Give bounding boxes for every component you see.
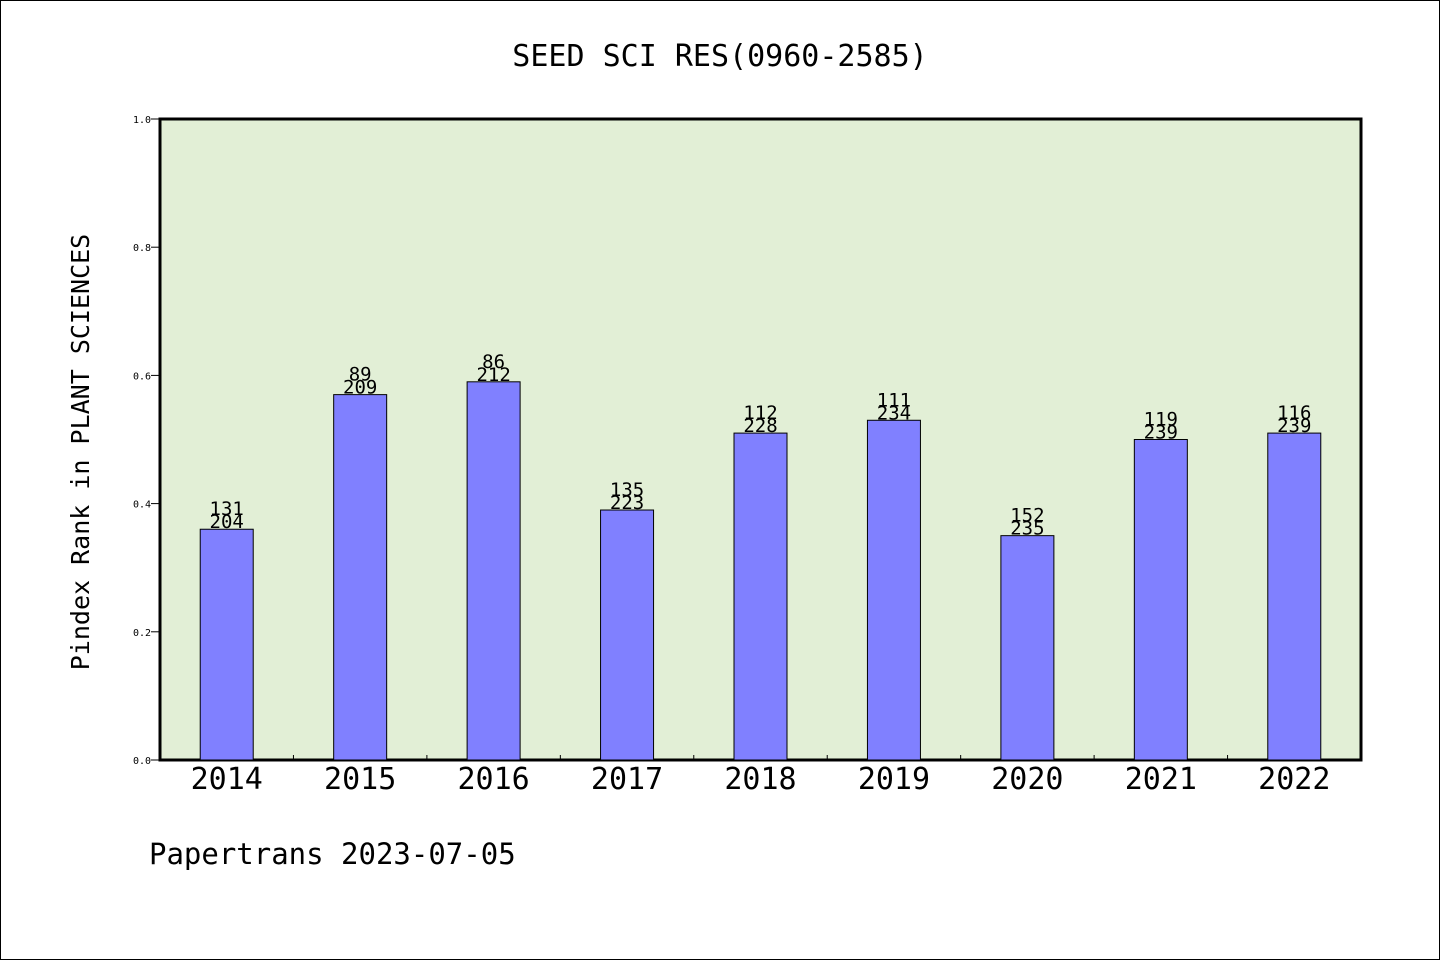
x-axis-ticks [292,755,1229,760]
bar-label-top: 116 [1277,402,1311,424]
x-tick-label: 2018 [724,762,796,797]
y-tick-label: 1.0 [133,115,151,126]
bar-label-top: 152 [1010,505,1044,527]
bar-label-bottom: 209 [343,377,377,399]
y-tick-label: 0.4 [133,500,151,511]
bar-2016 [466,381,521,761]
bar-label-bottom: 212 [476,364,510,386]
footer-credit: Papertrans 2023-07-05 [149,837,516,871]
chart-title: SEED SCI RES(0960-2585) [512,39,927,74]
bar-label-bottom: 235 [1010,518,1044,540]
y-tick-label: 0.6 [133,371,151,382]
x-tick-label: 2015 [324,762,396,797]
bar-2019 [866,419,921,761]
bar-2015 [333,394,388,761]
y-tick-label: 0.2 [133,628,151,639]
bar-label-bottom: 234 [877,402,911,424]
y-tick-label: 0.8 [133,243,151,254]
y-tick-label: 0.0 [133,756,151,767]
bar-label-top: 89 [349,364,372,386]
bar-2018 [733,432,788,761]
bar-2020 [1000,535,1055,761]
x-tick-label: 2019 [858,762,930,797]
bar-label-bottom: 239 [1277,415,1311,437]
bar-label-top: 131 [210,498,244,520]
bar-2021 [1133,439,1188,761]
x-axis-labels: 2014 2015 2016 2017 2018 2019 2020 2021 2022 [191,762,1331,797]
bar-2022 [1267,432,1322,761]
bar-label-top: 112 [743,402,777,424]
bar-label-top: 135 [610,479,644,501]
bar-label-top: 86 [482,351,505,373]
bar-label-top: 119 [1144,409,1178,431]
bar-2017 [600,509,655,761]
bar-label-top: 111 [877,389,911,411]
y-axis-ticks: 0.0 0.2 0.4 0.6 0.8 1.0 [133,115,160,767]
y-axis-label: Pindex Rank in PLANT SCIENCES [66,234,95,671]
x-tick-label: 2017 [591,762,663,797]
bar-label-bottom: 228 [743,415,777,437]
bar-label-bottom: 223 [610,492,644,514]
x-tick-label: 2014 [191,762,263,797]
bars-group [199,381,1322,761]
x-tick-label: 2022 [1258,762,1330,797]
bar-label-bottom: 239 [1144,422,1178,444]
x-tick-label: 2021 [1125,762,1197,797]
bar-2014 [199,528,254,761]
x-tick-label: 2016 [457,762,529,797]
x-tick-label: 2020 [991,762,1063,797]
bar-label-bottom: 204 [210,511,244,533]
